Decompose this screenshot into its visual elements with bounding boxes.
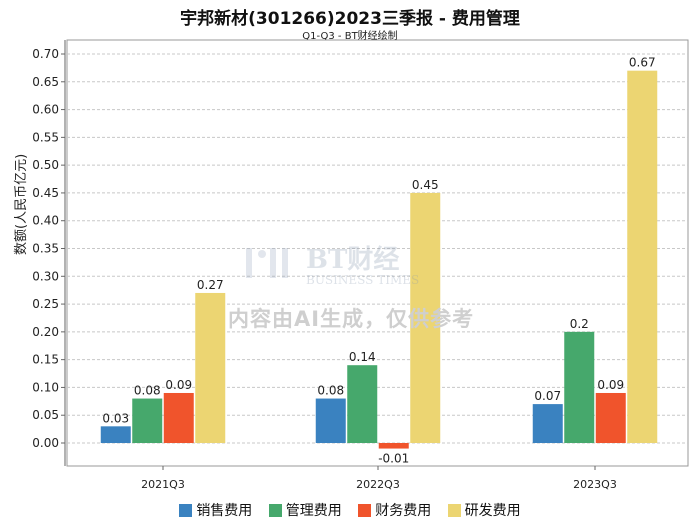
legend-item-rnd[interactable]: 研发费用 xyxy=(447,500,521,520)
bar xyxy=(410,192,441,443)
legend-label-sales: 销售费用 xyxy=(196,503,253,519)
legend-label-finance: 财务费用 xyxy=(375,503,432,519)
legend-item-sales[interactable]: 销售费用 xyxy=(179,500,252,520)
y-tick-label: 0.55 xyxy=(32,130,59,144)
bar xyxy=(163,392,194,443)
y-tick-label: 0.65 xyxy=(32,75,59,89)
data-label: 0.08 xyxy=(134,384,161,398)
bar xyxy=(315,398,346,443)
x-tick-label: 2023Q3 xyxy=(573,478,617,491)
y-tick-label: 0.60 xyxy=(32,103,59,117)
bar xyxy=(195,292,226,443)
chart-subtitle: Q1-Q3 - BT财经绘制 xyxy=(302,31,398,42)
data-label: -0.01 xyxy=(378,452,409,466)
x-tick-label: 2021Q3 xyxy=(141,478,185,491)
y-tick-label: 0.20 xyxy=(32,325,59,339)
y-tick-label: 0.40 xyxy=(32,214,59,228)
legend-item-finance[interactable]: 财务费用 xyxy=(358,500,431,520)
y-tick-label: 0.25 xyxy=(32,297,59,311)
data-label: 0.08 xyxy=(317,384,344,398)
legend: 销售费用 管理费用 财务费用 研发费用 xyxy=(0,500,700,521)
x-tick-label: 2022Q3 xyxy=(356,478,400,491)
data-label: 0.14 xyxy=(349,350,376,364)
y-tick-label: 0.15 xyxy=(32,353,59,367)
bar xyxy=(100,426,131,443)
legend-swatch-rnd xyxy=(447,503,461,517)
y-tick-label: 0.45 xyxy=(32,186,59,200)
y-tick-label: 0.10 xyxy=(32,380,59,394)
y-tick-label: 0.00 xyxy=(32,436,59,450)
legend-swatch-sales xyxy=(179,503,193,517)
data-label: 0.09 xyxy=(165,378,192,392)
data-label: 0.09 xyxy=(597,378,624,392)
legend-label-admin: 管理费用 xyxy=(285,503,342,519)
data-label: 0.2 xyxy=(570,317,589,331)
y-tick-label: 0.30 xyxy=(32,269,59,283)
y-tick-label: 0.50 xyxy=(32,158,59,172)
bar xyxy=(132,398,163,443)
legend-label-rnd: 研发费用 xyxy=(464,503,521,519)
bar xyxy=(378,443,409,449)
data-label: 0.27 xyxy=(197,278,224,292)
chart-title: 宇邦新材(301266)2023三季报 - 费用管理 xyxy=(180,9,520,29)
y-tick-label: 0.70 xyxy=(32,47,59,61)
bar xyxy=(347,365,378,443)
legend-swatch-finance xyxy=(358,503,372,517)
y-tick-label: 0.05 xyxy=(32,408,59,422)
y-tick-label: 0.35 xyxy=(32,242,59,256)
bar xyxy=(627,70,658,444)
legend-swatch-admin xyxy=(268,503,282,517)
bar xyxy=(532,404,563,443)
data-label: 0.45 xyxy=(412,178,439,192)
bar xyxy=(595,392,626,443)
data-label: 0.03 xyxy=(102,411,129,425)
legend-item-admin[interactable]: 管理费用 xyxy=(268,500,342,520)
bar xyxy=(564,331,595,443)
data-label: 0.07 xyxy=(534,389,561,403)
data-label: 0.67 xyxy=(629,56,656,70)
